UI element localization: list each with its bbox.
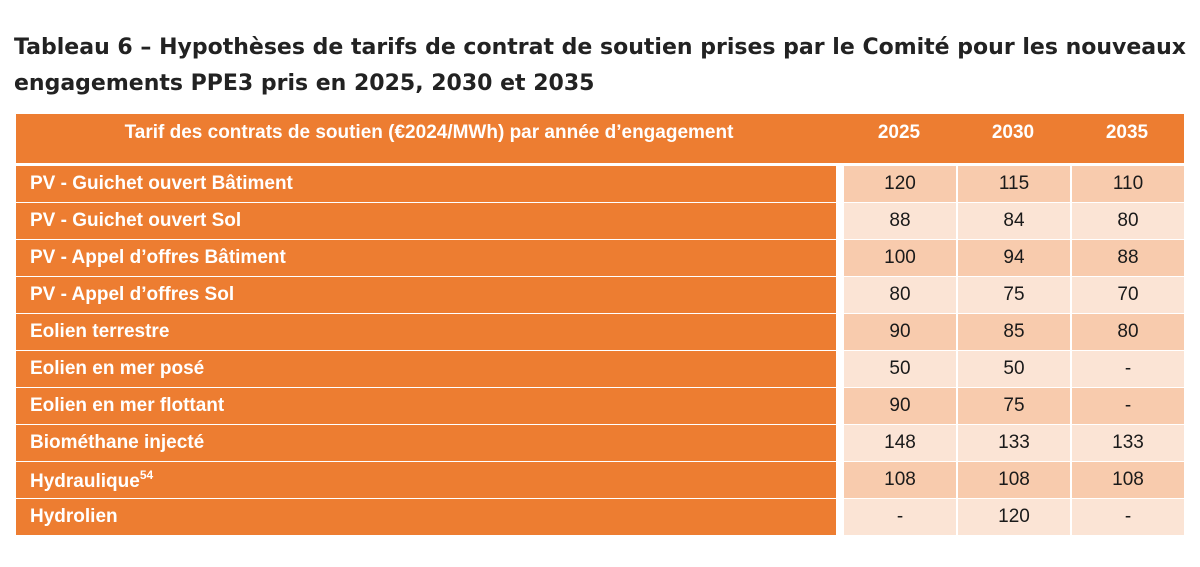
cell-2030: 50 (956, 351, 1070, 388)
cell-2025: - (842, 499, 956, 536)
table-row: Hydraulique54 108 108 108 (16, 462, 1184, 499)
cell-2035: 110 (1070, 166, 1184, 203)
table-row: Eolien terrestre 90 85 80 (16, 314, 1184, 351)
cell-2035: 108 (1070, 462, 1184, 499)
cell-2030: 94 (956, 240, 1070, 277)
cell-2030: 133 (956, 425, 1070, 462)
row-label: Eolien en mer posé (16, 351, 842, 388)
row-label: PV - Guichet ouvert Sol (16, 203, 842, 240)
table-row: PV - Guichet ouvert Bâtiment 120 115 110 (16, 166, 1184, 203)
table-row: PV - Appel d’offres Bâtiment 100 94 88 (16, 240, 1184, 277)
cell-2030: 120 (956, 499, 1070, 536)
cell-2030: 75 (956, 277, 1070, 314)
table-row: Eolien en mer flottant 90 75 - (16, 388, 1184, 425)
row-label: PV - Guichet ouvert Bâtiment (16, 166, 842, 203)
cell-2025: 90 (842, 314, 956, 351)
cell-2025: 90 (842, 388, 956, 425)
row-label: Hydrolien (16, 499, 842, 536)
row-label: Hydraulique54 (16, 462, 842, 499)
footnote-marker[interactable]: 54 (139, 467, 154, 482)
header-year-2025: 2025 (842, 114, 956, 166)
cell-2030: 84 (956, 203, 1070, 240)
cell-2035: 80 (1070, 314, 1184, 351)
header-year-2030: 2030 (956, 114, 1070, 166)
tariff-table: Tarif des contrats de soutien (€2024/MWh… (16, 114, 1184, 536)
row-label: Eolien en mer flottant (16, 388, 842, 425)
row-label: PV - Appel d’offres Sol (16, 277, 842, 314)
cell-2025: 88 (842, 203, 956, 240)
cell-2035: 70 (1070, 277, 1184, 314)
table-row: PV - Guichet ouvert Sol 88 84 80 (16, 203, 1184, 240)
cell-2030: 75 (956, 388, 1070, 425)
cell-2035: - (1070, 388, 1184, 425)
table-row: Biométhane injecté 148 133 133 (16, 425, 1184, 462)
row-label: Eolien terrestre (16, 314, 842, 351)
cell-2025: 80 (842, 277, 956, 314)
table-caption: Tableau 6 – Hypothèses de tarifs de cont… (14, 35, 1186, 96)
table-row: PV - Appel d’offres Sol 80 75 70 (16, 277, 1184, 314)
row-label: PV - Appel d’offres Bâtiment (16, 240, 842, 277)
cell-2030: 85 (956, 314, 1070, 351)
cell-2030: 115 (956, 166, 1070, 203)
cell-2035: - (1070, 499, 1184, 536)
cell-2025: 100 (842, 240, 956, 277)
cell-2025: 120 (842, 166, 956, 203)
row-label: Biométhane injecté (16, 425, 842, 462)
table-row: Hydrolien - 120 - (16, 499, 1184, 536)
table-header-row: Tarif des contrats de soutien (€2024/MWh… (16, 114, 1184, 166)
cell-2025: 108 (842, 462, 956, 499)
cell-2025: 50 (842, 351, 956, 388)
cell-2030: 108 (956, 462, 1070, 499)
cell-2035: 133 (1070, 425, 1184, 462)
cell-2035: - (1070, 351, 1184, 388)
cell-2025: 148 (842, 425, 956, 462)
table-row: Eolien en mer posé 50 50 - (16, 351, 1184, 388)
header-label: Tarif des contrats de soutien (€2024/MWh… (16, 114, 842, 166)
header-year-2035: 2035 (1070, 114, 1184, 166)
cell-2035: 80 (1070, 203, 1184, 240)
row-label-text: Hydraulique (30, 470, 140, 492)
cell-2035: 88 (1070, 240, 1184, 277)
